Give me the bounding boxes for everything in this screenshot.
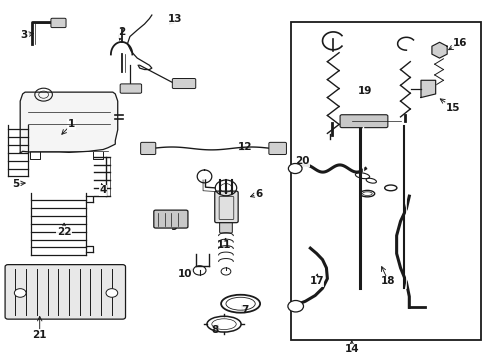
Text: 15: 15 [445,103,460,113]
FancyBboxPatch shape [154,210,187,228]
Polygon shape [431,42,446,58]
Text: 2: 2 [118,27,125,37]
Text: 17: 17 [309,276,324,286]
Text: 12: 12 [238,142,252,152]
Text: 19: 19 [358,86,372,96]
Text: 13: 13 [168,14,182,24]
Text: 14: 14 [344,344,358,354]
Text: 1: 1 [68,120,75,129]
FancyBboxPatch shape [219,222,232,233]
Circle shape [288,163,302,174]
Text: 10: 10 [178,269,192,279]
FancyBboxPatch shape [268,142,286,154]
Text: 3: 3 [20,30,28,40]
Text: 9: 9 [170,222,177,232]
Text: 21: 21 [32,330,47,340]
Text: 7: 7 [240,305,248,315]
FancyBboxPatch shape [214,191,238,223]
FancyBboxPatch shape [172,78,195,89]
FancyBboxPatch shape [339,115,387,128]
Text: 20: 20 [294,156,308,166]
Text: 18: 18 [380,276,395,286]
Circle shape [287,301,303,312]
Polygon shape [420,80,435,98]
Circle shape [14,289,26,297]
Text: 11: 11 [216,240,231,250]
Text: 6: 6 [255,189,262,199]
Polygon shape [20,92,118,153]
Text: 4: 4 [99,185,106,195]
Text: 16: 16 [452,38,467,48]
Text: 22: 22 [57,227,71,237]
FancyBboxPatch shape [141,142,156,154]
FancyBboxPatch shape [5,265,125,319]
FancyBboxPatch shape [51,18,66,28]
Circle shape [106,289,118,297]
FancyBboxPatch shape [120,84,142,93]
Bar [290,22,480,339]
Text: 5: 5 [12,179,19,189]
Text: 8: 8 [211,325,219,335]
